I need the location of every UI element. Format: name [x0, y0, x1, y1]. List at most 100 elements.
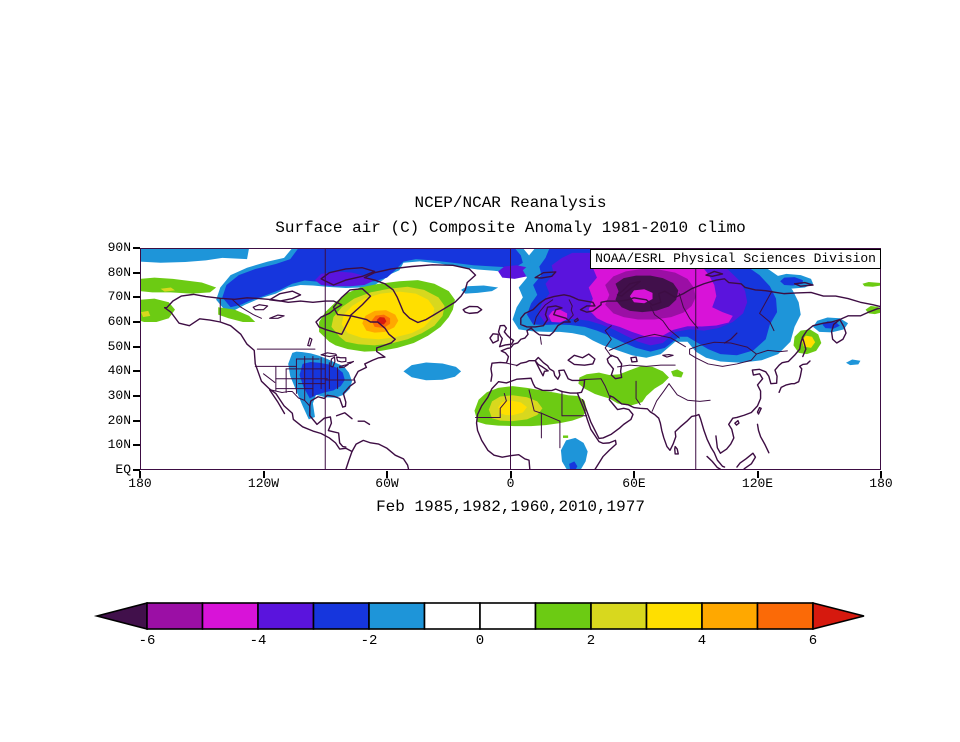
lat-tick-mark	[133, 345, 140, 348]
lon-tick-mark	[262, 471, 265, 478]
lon-tick-mark	[386, 471, 388, 478]
anomaly-region	[140, 277, 217, 294]
coastline	[577, 393, 616, 469]
colorbar-tick-label: 6	[808, 633, 818, 649]
coastline	[477, 382, 530, 470]
river	[233, 300, 262, 319]
anomaly-region	[299, 361, 345, 399]
coastline	[758, 408, 762, 414]
colorbar-tick-label: 4	[697, 633, 707, 649]
coastline	[364, 265, 475, 323]
coastline	[832, 320, 846, 343]
coastline	[491, 279, 881, 381]
coastline	[795, 283, 814, 287]
coastline	[358, 421, 369, 424]
political-border	[569, 300, 573, 320]
world-map	[140, 248, 881, 470]
anomaly-region	[862, 282, 881, 287]
anomaly-region	[498, 265, 534, 279]
colorbar-segment	[701, 602, 759, 630]
political-border	[541, 413, 560, 421]
colorbar-segment	[257, 602, 315, 630]
river	[679, 294, 698, 329]
coastline	[735, 421, 739, 425]
coastline	[517, 358, 585, 394]
colorbar-segment	[201, 602, 259, 630]
plot-subtitle: Surface air (C) Composite Anomaly 1981-2…	[275, 219, 746, 237]
colorbar	[93, 601, 865, 631]
lon-tick-label: 120W	[247, 476, 280, 491]
coastline	[758, 424, 769, 452]
lon-tick-mark	[509, 471, 512, 478]
political-border	[609, 334, 685, 350]
anomaly-region	[498, 400, 527, 416]
colorbar-segment	[368, 602, 426, 630]
coastline	[631, 357, 637, 362]
coastline	[337, 413, 352, 419]
coastline	[499, 378, 578, 393]
political-border	[540, 337, 541, 344]
lon-tick-label: 180	[128, 476, 152, 491]
coastline	[490, 334, 498, 343]
lon-tick-label: 60W	[375, 476, 399, 491]
anomaly-region	[461, 285, 499, 294]
colorbar-tick-label: -4	[249, 633, 267, 649]
coastline	[535, 361, 548, 376]
colorbar-segment	[756, 602, 814, 630]
lat-tick-label: 40N	[107, 363, 131, 379]
coastline	[535, 272, 556, 278]
coastline	[706, 271, 722, 276]
lon-tick-label: 180	[869, 476, 893, 491]
lat-tick-label: 20N	[107, 412, 131, 428]
political-border	[690, 342, 757, 366]
lat-tick-mark	[133, 271, 140, 274]
coastline	[165, 308, 352, 470]
coastline	[499, 325, 514, 346]
lat-tick-mark	[133, 296, 140, 299]
lat-tick-label: 10N	[107, 437, 131, 453]
anomaly-region	[671, 369, 684, 378]
lat-tick-mark	[133, 469, 140, 471]
anomaly-region	[218, 307, 256, 322]
coastline	[270, 390, 285, 414]
colorbar-segment	[146, 602, 204, 630]
coastline	[802, 337, 805, 356]
lake-outline	[321, 353, 336, 357]
lat-tick-mark	[133, 419, 140, 422]
lon-tick-label: 0	[506, 476, 515, 491]
lake-outline	[270, 315, 284, 318]
political-border	[618, 365, 676, 367]
lon-tick-mark	[139, 471, 141, 478]
anomaly-region	[560, 437, 588, 470]
lat-tick-mark	[133, 321, 140, 323]
anomaly-region	[140, 248, 250, 263]
lake-outline	[340, 364, 349, 367]
lat-tick-mark	[133, 444, 140, 447]
political-border	[756, 350, 787, 354]
colorbar-tick-label: -6	[138, 633, 156, 649]
political-border	[585, 379, 601, 380]
lake-outline	[725, 333, 737, 343]
political-border	[500, 394, 506, 418]
colorbar-tick-label: 0	[475, 633, 485, 649]
lat-tick-label: 90N	[107, 240, 131, 255]
lake-outline	[574, 318, 578, 322]
political-border	[601, 379, 609, 396]
coastline	[707, 456, 720, 469]
coastline	[463, 306, 482, 313]
lat-tick-label: 70N	[107, 289, 131, 305]
river	[605, 326, 611, 357]
colorbar-segment	[590, 602, 648, 630]
colorbar-segment	[423, 602, 481, 630]
lat-tick-label: 80N	[107, 264, 131, 280]
political-border	[652, 384, 669, 412]
political-border	[507, 363, 517, 365]
anomaly-fill-layer	[140, 248, 881, 470]
lat-tick-mark	[133, 247, 140, 249]
colorbar-segment	[645, 602, 703, 630]
river	[760, 291, 774, 330]
anomaly-region	[141, 310, 151, 318]
coastlines-and-borders	[165, 265, 881, 470]
coastline	[675, 447, 678, 454]
coastline	[610, 396, 724, 467]
